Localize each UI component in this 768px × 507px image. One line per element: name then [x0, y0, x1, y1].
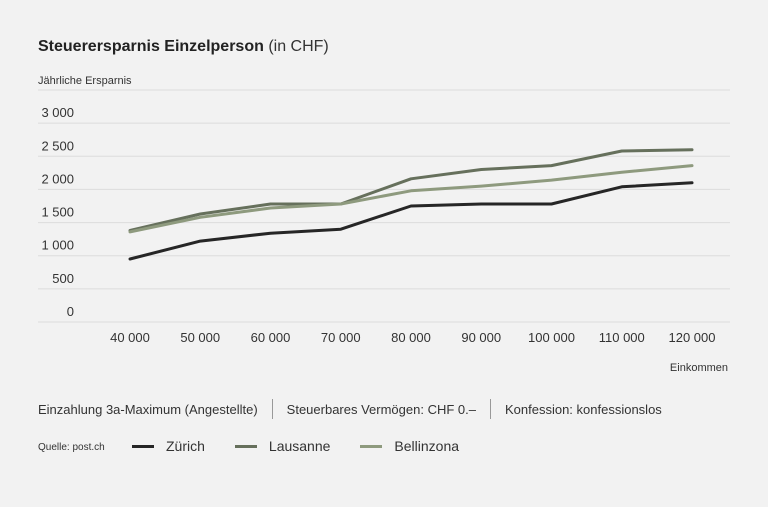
series-line-zurich: [128, 181, 694, 261]
legend-swatch-zurich: [132, 444, 154, 448]
chart-title-unit: (in CHF): [268, 38, 329, 55]
note-3a-maximum: Einzahlung 3a-Maximum (Angestellte): [38, 401, 258, 417]
legend-swatch-bellinzona: [360, 444, 383, 448]
series-line-lausanne: [128, 148, 694, 232]
x-tick-label: 80 000: [391, 330, 431, 345]
x-tick-label: 60 000: [251, 330, 291, 345]
y-tick-label: 500: [52, 271, 74, 286]
note-separator: [489, 399, 491, 419]
legend-item-bellinzona: Bellinzona: [360, 438, 459, 454]
x-tick-label: 100 000: [528, 330, 575, 345]
chart-title-text: Steuerersparnis Einzelperson: [38, 38, 264, 55]
y-tick-label: 1 500: [41, 205, 74, 220]
legend-label-bellinzona: Bellinzona: [394, 438, 460, 454]
x-axis-label: Einkommen: [669, 362, 728, 374]
y-tick-label: 3 000: [41, 105, 74, 120]
legend: Zürich Lausanne Bellinzona: [132, 438, 489, 454]
x-tick-label: 40 000: [110, 330, 150, 345]
y-tick-label: 2 500: [41, 138, 74, 153]
note-separator: [271, 399, 273, 419]
y-axis-label: Jährliche Ersparnis: [38, 75, 132, 87]
x-tick-label: 90 000: [461, 330, 501, 345]
x-tick-label: 120 000: [669, 330, 716, 345]
x-tick-label: 110 000: [599, 330, 645, 345]
legend-label-lausanne: Lausanne: [268, 438, 331, 454]
legend-swatch-lausanne: [234, 444, 257, 448]
chart-title: Steuerersparnis Einzelperson (in CHF): [38, 38, 329, 56]
note-konfession: Konfession: konfessionslos: [504, 401, 662, 417]
y-tick-label: 2 000: [41, 171, 74, 186]
x-tick-label: 70 000: [321, 330, 361, 345]
source-label: Quelle: post.ch: [38, 442, 105, 453]
note-vermoegen: Steuerbares Vermögen: CHF 0.–: [286, 401, 476, 417]
chart-notes: Einzahlung 3a-Maximum (Angestellte) Steu…: [38, 399, 662, 419]
legend-item-lausanne: Lausanne: [234, 438, 331, 454]
y-tick-label: 1 000: [41, 238, 74, 253]
legend-label-zurich: Zürich: [166, 438, 205, 454]
legend-item-zurich: Zürich: [132, 438, 205, 454]
x-tick-label: 50 000: [180, 330, 220, 345]
y-tick-label: 0: [67, 304, 74, 319]
series-line-bellinzona: [128, 164, 694, 234]
